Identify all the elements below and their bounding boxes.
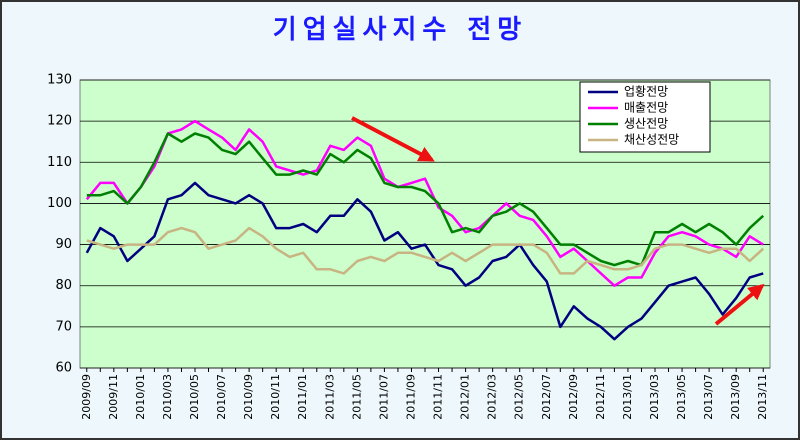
x-tick-label: 2012/05 (513, 374, 526, 420)
y-tick-label: 120 (47, 114, 72, 129)
x-tick-label: 2012/03 (486, 374, 499, 420)
x-tick-label: 2013/01 (621, 374, 634, 420)
x-tick-label: 2013/11 (756, 374, 769, 420)
y-tick-label: 100 (47, 196, 72, 211)
x-tick-label: 2013/07 (702, 374, 715, 420)
x-tick-label: 2010/11 (269, 374, 282, 420)
y-tick-label: 130 (47, 73, 72, 88)
legend-label: 업황전망 (624, 85, 668, 99)
series-line (85, 119, 764, 287)
x-tick-label: 2009/11 (107, 374, 120, 420)
series-line (86, 226, 765, 275)
x-tick-label: 2012/01 (459, 374, 472, 420)
legend-label: 채산성전망 (624, 133, 679, 147)
lines (85, 119, 765, 341)
x-tick-label: 2011/05 (350, 374, 363, 420)
series-line (86, 132, 765, 267)
x-tick-label: 2013/09 (729, 374, 742, 420)
x-tick-label: 2010/09 (242, 374, 255, 420)
y-tick-label: 90 (55, 237, 72, 252)
y-tick-label: 70 (55, 319, 72, 334)
x-tick-label: 2012/11 (594, 374, 607, 420)
series-line (85, 181, 764, 341)
x-tick-label: 2012/07 (540, 374, 553, 420)
x-tick-label: 2013/03 (648, 374, 661, 420)
x-tick-label: 2009/09 (80, 374, 93, 420)
y-tick-label: 80 (55, 278, 72, 293)
arrow-down (351, 116, 435, 162)
x-tick-label: 2010/01 (134, 374, 147, 420)
x-tick-label: 2010/07 (215, 374, 228, 420)
x-tick-label: 2013/05 (675, 374, 688, 420)
y-tick-label: 110 (47, 155, 72, 170)
chart-title: 기업실사지수 전망 (273, 15, 527, 45)
x-tick-label: 2010/03 (161, 374, 174, 420)
legend-label: 매출전망 (624, 101, 668, 115)
x-tick-label: 2011/03 (323, 374, 336, 420)
arrow-up (714, 283, 765, 326)
x-tick-label: 2011/01 (296, 374, 309, 420)
legend-label: 생산전망 (624, 117, 668, 131)
x-tick-label: 2011/07 (377, 374, 390, 420)
x-tick-label: 2011/09 (404, 374, 417, 420)
x-tick-label: 2011/11 (432, 374, 445, 420)
grid (80, 79, 770, 372)
y-tick-label: 60 (55, 361, 72, 376)
x-tick-label: 2012/09 (567, 374, 580, 420)
x-tick-label: 2010/05 (188, 374, 201, 420)
